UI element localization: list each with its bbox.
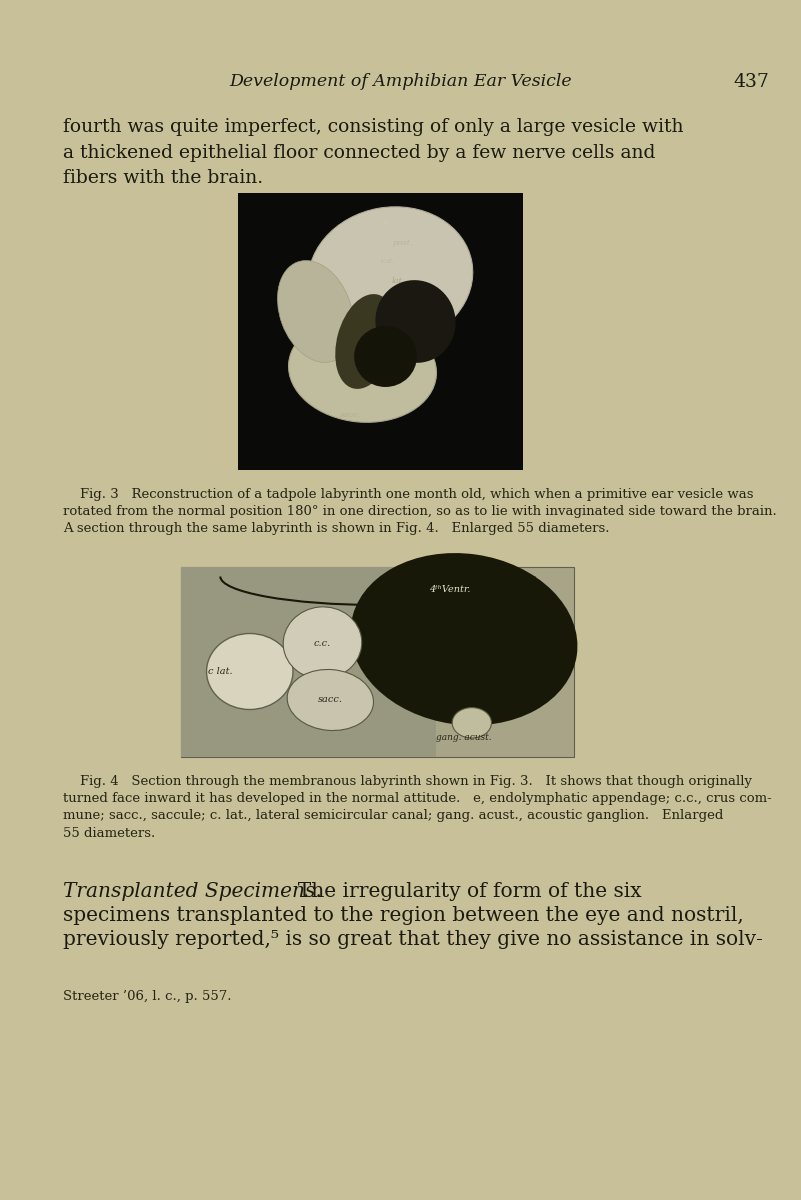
Text: Fig. 3   Reconstruction of a tadpole labyrinth one month old, which when a primi: Fig. 3 Reconstruction of a tadpole labyr… [63, 488, 777, 535]
Text: The irregularity of form of the six: The irregularity of form of the six [285, 882, 642, 901]
Text: sacc.: sacc. [318, 696, 343, 704]
Text: Streeter ’06, l. c., p. 557.: Streeter ’06, l. c., p. 557. [63, 990, 231, 1003]
Bar [181, 566, 437, 757]
Text: c.c.: c.c. [314, 638, 331, 648]
Text: c.c.: c.c. [381, 257, 396, 265]
Ellipse shape [288, 317, 437, 422]
Text: e: e [328, 610, 333, 619]
Ellipse shape [376, 280, 456, 362]
Text: Transplanted Specimens.: Transplanted Specimens. [63, 882, 322, 901]
Ellipse shape [284, 607, 362, 679]
Ellipse shape [277, 260, 353, 362]
Text: c lat.: c lat. [208, 667, 232, 676]
Text: 4ᵗʰVentr.: 4ᵗʰVentr. [429, 586, 470, 594]
Ellipse shape [336, 294, 396, 389]
Text: fourth was quite imperfect, consisting of only a large vesicle with
a thickened : fourth was quite imperfect, consisting o… [63, 118, 683, 187]
Ellipse shape [207, 634, 293, 709]
Ellipse shape [453, 708, 492, 738]
Bar [238, 193, 523, 470]
Text: post.: post. [392, 239, 413, 247]
Text: Development of Amphibian Ear Vesicle: Development of Amphibian Ear Vesicle [229, 73, 572, 90]
Ellipse shape [308, 206, 473, 346]
Text: 437: 437 [733, 73, 769, 91]
Text: specimens transplanted to the region between the eye and nostril,: specimens transplanted to the region bet… [63, 906, 744, 925]
Text: previously reported,⁵ is so great that they give no assistance in solv-: previously reported,⁵ is so great that t… [63, 930, 763, 949]
Ellipse shape [351, 553, 578, 725]
Ellipse shape [354, 326, 417, 386]
Text: Fig. 4   Section through the membranous labyrinth shown in Fig. 3.   It shows th: Fig. 4 Section through the membranous la… [63, 775, 771, 840]
Bar [181, 566, 574, 757]
Text: sacc.: sacc. [340, 410, 361, 419]
Text: lat.: lat. [392, 277, 405, 284]
Text: gang. acust.: gang. acust. [437, 733, 492, 743]
Text: e: e [383, 218, 388, 227]
Ellipse shape [288, 670, 373, 731]
